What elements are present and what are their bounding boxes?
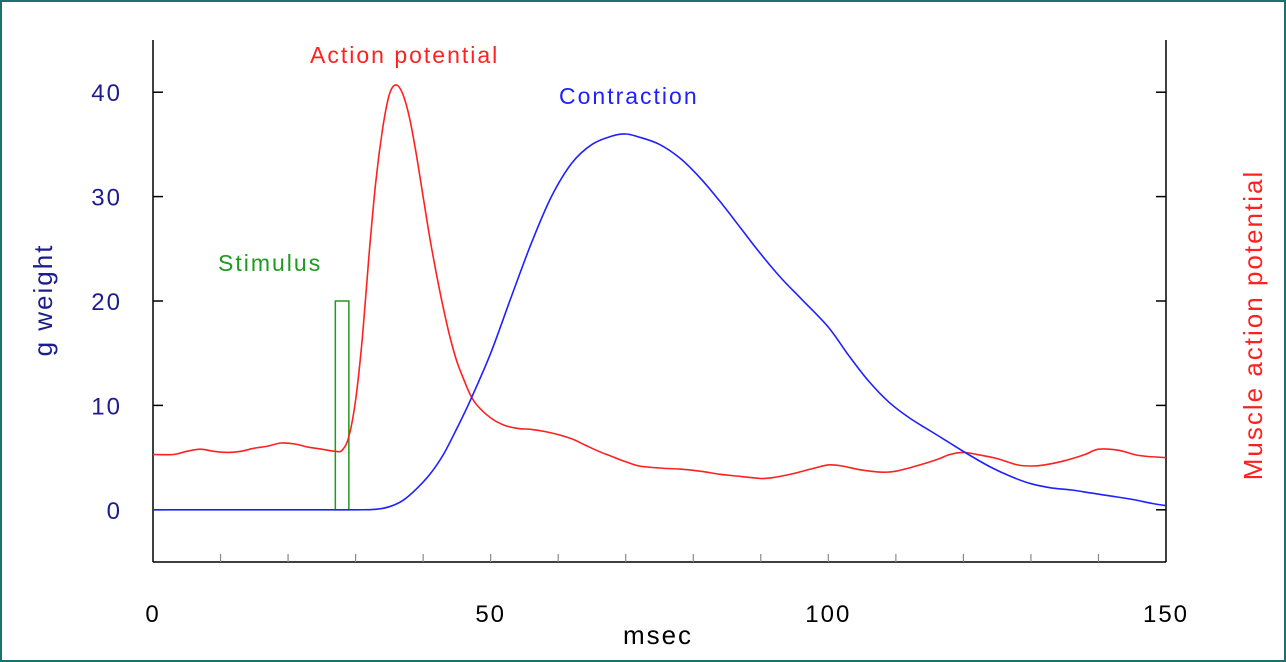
x-tick-label: 100	[805, 601, 851, 628]
stimulus-pulse	[334, 300, 350, 511]
y-tick-label: 20	[91, 289, 122, 316]
x-tick-label: 150	[1143, 601, 1189, 628]
y-axis-right-ticks	[1156, 91, 1166, 511]
y-tick-label: 0	[107, 498, 122, 525]
y-axis-right-label: Muscle action potential	[1238, 170, 1268, 480]
stimulus-label: Stimulus	[218, 250, 322, 276]
x-axis-label: msec	[623, 620, 693, 650]
y-axis-left-label: g weight	[28, 244, 58, 357]
y-axis-left-ticks: 0 10 20 30 40	[91, 80, 163, 525]
y-tick-label: 30	[91, 185, 122, 212]
plot-axes	[152, 40, 1167, 563]
contraction-label: Contraction	[559, 83, 699, 109]
series-lines	[152, 84, 1167, 511]
y-tick-label: 40	[91, 80, 122, 107]
x-tick-label: 0	[145, 601, 160, 628]
x-tick-label: 50	[475, 601, 506, 628]
x-axis-ticks: 0 50 100 150	[145, 554, 1189, 628]
stimulus-pulse-group	[334, 300, 350, 511]
contraction-line	[153, 133, 1167, 511]
y-tick-label: 10	[91, 393, 122, 420]
action-potential-line	[152, 84, 1167, 480]
action-potential-label: Action potential	[310, 42, 499, 68]
